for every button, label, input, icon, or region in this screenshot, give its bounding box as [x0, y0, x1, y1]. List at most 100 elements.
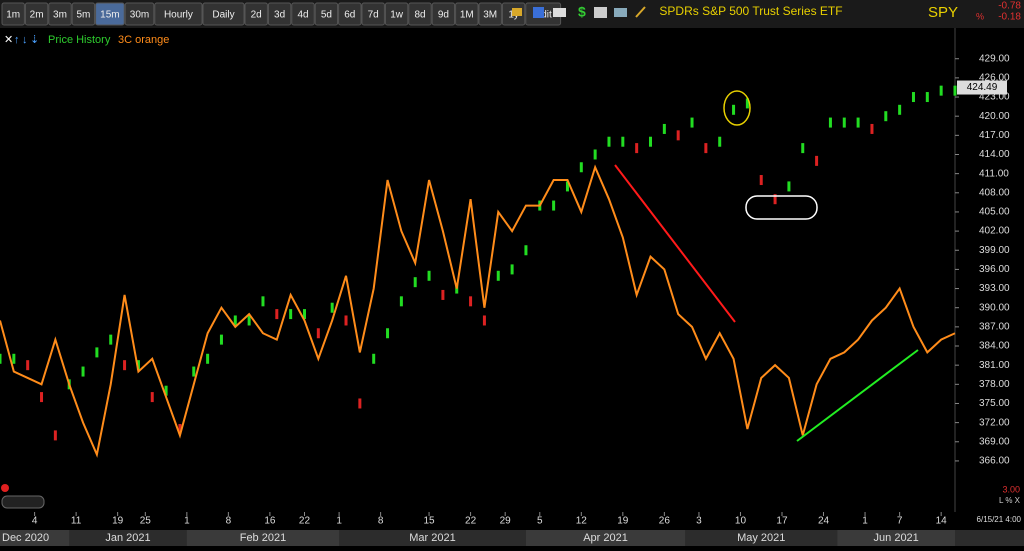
toolbar-button[interactable]: [431, 2, 456, 26]
price-bar: [372, 353, 376, 364]
price-bar: [0, 353, 2, 364]
y-tick-label: 375.00: [979, 398, 1010, 409]
y-tick-label: 408.00: [979, 187, 1010, 198]
toolbar-button[interactable]: [95, 2, 125, 26]
last-price-label: 424.49: [967, 82, 998, 93]
icon-pencil[interactable]: [635, 6, 646, 18]
corner-icons[interactable]: L % X: [999, 496, 1021, 505]
price-bar: [828, 117, 832, 128]
y-tick-label: 384.00: [979, 341, 1010, 352]
price-bar: [704, 143, 708, 154]
month-label: Jun 2021: [874, 532, 919, 544]
y-tick-label: 378.00: [979, 379, 1010, 390]
price-bar: [759, 175, 763, 186]
price-bar: [386, 328, 390, 339]
toolbar-button-label[interactable]: Daily: [212, 10, 234, 21]
month-band: [525, 530, 686, 546]
y-tick-label: 411.00: [979, 168, 1009, 179]
change-pct: -0.18: [998, 12, 1021, 23]
toolbar-button[interactable]: [244, 2, 268, 26]
toolbar-button-label[interactable]: Hourly: [164, 10, 193, 21]
price-bar: [289, 309, 293, 320]
toolbar-button[interactable]: [361, 2, 385, 26]
legend-close[interactable]: ✕: [4, 34, 13, 46]
toolbar-button-label[interactable]: 15m: [100, 10, 119, 21]
price-bar: [552, 200, 556, 211]
price-bar: [801, 143, 805, 154]
y-tick-label: 369.00: [979, 436, 1010, 447]
price-bar: [524, 245, 528, 256]
icon-save[interactable]: [533, 7, 544, 18]
toolbar-button[interactable]: [314, 2, 339, 26]
price-bar: [593, 149, 597, 160]
toolbar-button-label[interactable]: 1M: [460, 10, 474, 21]
icon-mail[interactable]: [553, 8, 566, 17]
icon-card[interactable]: [614, 8, 627, 17]
toolbar-button-label[interactable]: 5m: [76, 10, 90, 21]
toolbar-button[interactable]: [24, 2, 49, 26]
toolbar-button[interactable]: [124, 2, 155, 26]
toolbar-button-label[interactable]: 1w: [390, 10, 404, 21]
scroll-handle[interactable]: [1, 495, 45, 509]
toolbar-button[interactable]: [384, 2, 409, 26]
price-bar: [856, 117, 860, 128]
price-bar: [358, 398, 362, 409]
toolbar-button[interactable]: [455, 2, 479, 26]
x-tick-label: 1: [862, 516, 868, 527]
price-bar: [745, 98, 749, 109]
icon-lock[interactable]: [512, 8, 522, 16]
toolbar-button[interactable]: [1, 2, 25, 26]
toolbar-button-label[interactable]: 3d: [274, 10, 285, 21]
x-tick-label: 29: [500, 516, 512, 527]
toolbar-button-label[interactable]: 4d: [297, 10, 308, 21]
toolbar-button-label[interactable]: 3M: [483, 10, 497, 21]
price-bar: [12, 353, 16, 364]
toolbar-button[interactable]: [71, 2, 96, 26]
toolbar-button[interactable]: [202, 2, 245, 26]
toolbar-button-label[interactable]: 5d: [321, 10, 332, 21]
toolbar-button-label[interactable]: 6d: [344, 10, 355, 21]
annotation-yellow-circle: [723, 90, 751, 126]
price-bar: [344, 315, 348, 326]
toolbar-button[interactable]: [291, 2, 315, 26]
y-tick-label: 423.00: [979, 92, 1010, 103]
y-tick-label: 414.00: [979, 149, 1010, 160]
toolbar-button[interactable]: [48, 2, 72, 26]
toolbar-button[interactable]: [408, 2, 432, 26]
y-tick-label: 429.00: [979, 53, 1010, 64]
toolbar-button[interactable]: [478, 2, 502, 26]
x-tick-label: 10: [735, 516, 747, 527]
toolbar-button-label[interactable]: 1m: [6, 10, 20, 21]
month-band: [0, 530, 70, 546]
toolbar-button[interactable]: [338, 2, 362, 26]
legend-up[interactable]: ↑: [14, 34, 20, 46]
annotation-green-trend: [796, 349, 919, 442]
toolbar-button-label[interactable]: 9d: [438, 10, 449, 21]
legend-down[interactable]: ↓: [22, 34, 28, 46]
indicator-line: [0, 164, 956, 458]
price-bar: [732, 104, 736, 115]
toolbar-button-label[interactable]: 30m: [130, 10, 149, 21]
price-bar: [911, 92, 915, 103]
toolbar-button[interactable]: [267, 2, 292, 26]
icon-print[interactable]: [594, 7, 607, 18]
toolbar-button-label[interactable]: 8d: [414, 10, 425, 21]
toolbar-button-label[interactable]: 7d: [368, 10, 379, 21]
price-bar: [884, 111, 888, 122]
price-bar: [316, 328, 320, 339]
header-title: SPDRs S&P 500 Trust Series ETF: [659, 4, 842, 18]
price-bar: [662, 123, 666, 134]
y-tick-label: 372.00: [979, 417, 1010, 428]
month-band: [186, 530, 340, 546]
legend-bottom[interactable]: ⇣: [30, 34, 39, 46]
toolbar-button-label[interactable]: 3m: [53, 10, 67, 21]
toolbar-button-label[interactable]: 2d: [251, 10, 262, 21]
x-tick-label: 4: [32, 516, 38, 527]
toolbar-button[interactable]: [154, 2, 203, 26]
price-bar: [787, 181, 791, 192]
icon-dollar[interactable]: $: [578, 4, 586, 20]
toolbar-button-label[interactable]: 2m: [30, 10, 44, 21]
x-tick-label: 22: [299, 516, 311, 527]
price-bar: [261, 296, 265, 307]
symbol: SPY: [928, 4, 958, 21]
